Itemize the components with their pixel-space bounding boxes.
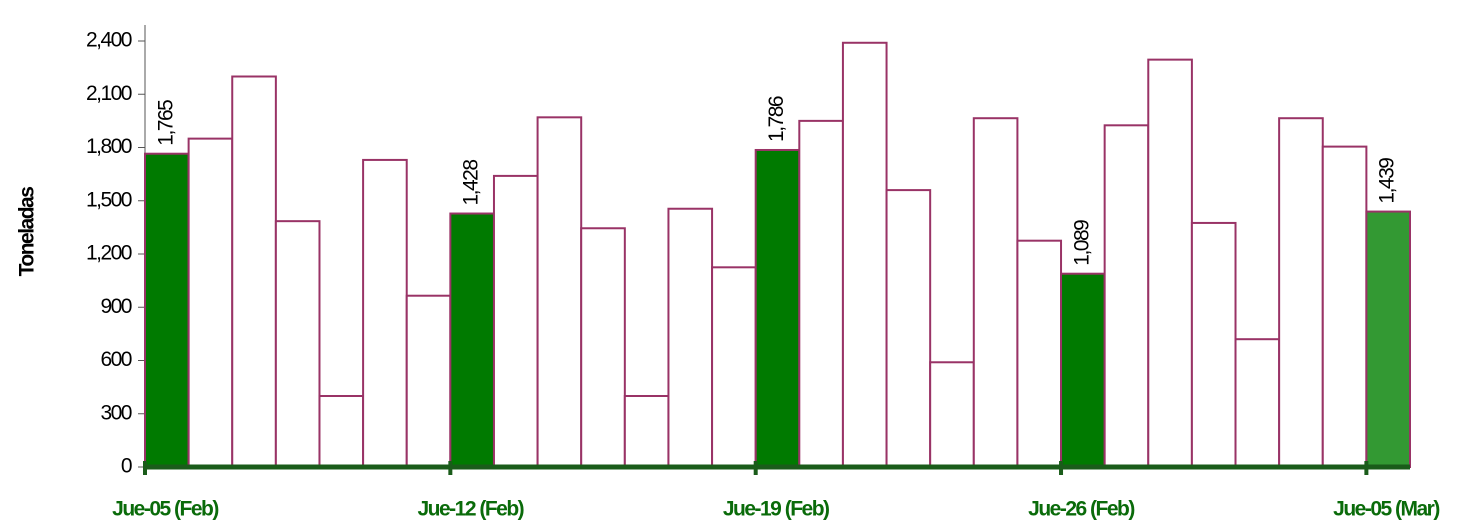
bar [449,212,495,468]
bar [711,266,757,468]
bar [1321,145,1368,469]
x-tick-label: Jue-26 (Feb) [1028,498,1134,521]
bar [972,117,1019,469]
value-label: 1,439 [1376,158,1399,204]
bar [144,152,190,468]
y-axis-label: Toneladas [16,187,39,277]
bar [1147,58,1193,468]
y-tick-label: 2,100 [86,82,132,105]
bar [841,41,888,469]
bar [623,395,670,468]
bar [362,158,408,469]
y-tick-label: 1,500 [86,188,132,211]
bar [667,207,714,469]
bar [492,174,539,468]
y-tick-label: 300 [100,401,131,424]
bar [274,220,321,468]
bar [318,395,365,468]
bar [187,137,234,468]
bar [798,119,844,468]
y-tick-label: 1,800 [86,135,132,158]
bar [1016,239,1063,468]
x-tick-label: Jue-05 (Mar) [1333,498,1439,521]
x-tick-label: Jue-05 (Feb) [112,498,218,521]
bar [536,116,583,468]
bar [754,148,801,469]
bar [929,361,975,468]
bar [1060,272,1106,469]
y-tick-label: 2,400 [86,29,132,52]
x-tick-label: Jue-19 (Feb) [723,498,829,521]
bar [1365,210,1411,468]
y-tick-label: 1,200 [86,242,132,265]
value-label: 1,428 [460,160,483,206]
bar [405,294,452,468]
y-tick-label: 900 [100,295,131,318]
value-label: 1,786 [765,96,788,142]
bar [885,189,932,468]
bar [231,75,277,468]
value-label: 1,089 [1070,220,1093,266]
y-tick-label: 600 [100,348,131,371]
value-label: 1,765 [154,100,177,146]
bar [580,227,626,468]
bar [1103,124,1150,468]
y-tick-label: 0 [121,455,132,478]
x-tick-label: Jue-12 (Feb) [417,498,523,521]
bar [1190,221,1237,468]
bar [1234,338,1281,469]
bar [1278,117,1324,469]
